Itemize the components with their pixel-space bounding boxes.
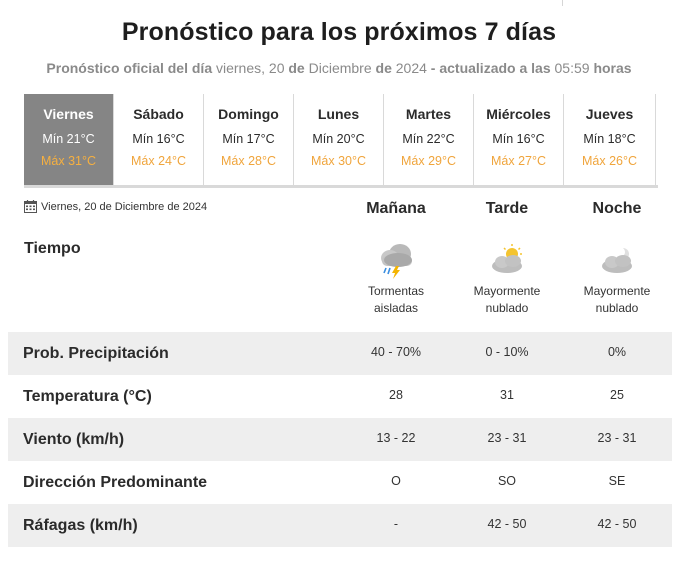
top-divider [562, 0, 563, 6]
day-name: Miércoles [486, 106, 551, 122]
page-title: Pronóstico para los próximos 7 días [121, 18, 557, 46]
row-gusts: Ráfagas (km/h) - 42 - 50 42 - 50 [8, 504, 672, 547]
row-value: SO [497, 474, 517, 488]
day-max-temp: Máx 31°C [40, 154, 97, 168]
row-label: Temperatura (°C) [23, 388, 152, 405]
partly-cloudy-night-icon [562, 240, 672, 280]
calendar-icon [24, 200, 37, 213]
day-tab-sabado[interactable]: Sábado Mín 16°C Máx 24°C [114, 94, 204, 185]
row-wind-direction: Dirección Predominante O SO SE [8, 461, 672, 504]
day-name: Martes [405, 106, 452, 122]
day-min-temp: Mín 16°C [132, 132, 185, 146]
subtitle-time: 05:59 [554, 60, 590, 76]
subtitle-month: Diciembre [308, 60, 372, 76]
row-wind: Viento (km/h) 13 - 22 23 - 31 23 - 31 [8, 418, 672, 461]
row-value: 40 - 70% [370, 345, 422, 359]
day-min-temp: Mín 18°C [583, 132, 636, 146]
row-value: 28 [389, 388, 403, 402]
row-label: Ráfagas (km/h) [23, 517, 138, 534]
day-tab-miercoles[interactable]: Miércoles Mín 16°C Máx 27°C [474, 94, 564, 185]
condition-line: Tormentas [367, 284, 425, 298]
day-min-temp: Mín 21°C [42, 132, 95, 146]
day-tab-martes[interactable]: Martes Mín 22°C Máx 29°C [384, 94, 474, 185]
day-min-temp: Mín 16°C [492, 132, 545, 146]
day-max-temp: Máx 28°C [220, 154, 277, 168]
day-tab-jueves[interactable]: Jueves Mín 18°C Máx 26°C [564, 94, 656, 185]
day-min-temp: Mín 17°C [222, 132, 275, 146]
page-subtitle: Pronóstico oficial del día viernes, 20 d… [0, 60, 678, 76]
condition-manana: Tormentas aisladas [341, 283, 451, 317]
partly-cloudy-day-icon [452, 240, 562, 280]
row-value: 25 [610, 388, 624, 402]
subtitle-horas: horas [593, 60, 632, 76]
row-value: 13 - 22 [376, 431, 416, 445]
period-noche: Noche [592, 200, 642, 217]
subtitle-year: 2024 [395, 60, 427, 76]
row-label: Dirección Predominante [23, 474, 208, 491]
day-max-temp: Máx 24°C [130, 154, 187, 168]
subtitle-weekday: viernes, 20 [216, 60, 285, 76]
detail-date-text: Viernes, 20 de Diciembre de 2024 [41, 200, 208, 213]
condition-line: aisladas [373, 301, 419, 315]
row-value: 23 - 31 [487, 431, 527, 445]
day-name: Lunes [317, 106, 360, 122]
row-temperature: Temperatura (°C) 28 31 25 [8, 375, 672, 418]
row-value: 31 [500, 388, 514, 402]
condition-line: nublado [485, 301, 529, 315]
row-precipitation: Prob. Precipitación 40 - 70% 0 - 10% 0% [8, 332, 672, 375]
day-name: Domingo [218, 106, 279, 122]
day-min-temp: Mín 22°C [402, 132, 455, 146]
tiempo-label: Tiempo [24, 240, 81, 257]
row-value: 42 - 50 [487, 517, 527, 531]
subtitle-de: de [288, 60, 305, 76]
day-max-temp: Máx 29°C [400, 154, 457, 168]
subtitle-de: de [375, 60, 392, 76]
day-max-temp: Máx 30°C [310, 154, 367, 168]
day-tab-domingo[interactable]: Domingo Mín 17°C Máx 28°C [204, 94, 294, 185]
day-max-temp: Máx 26°C [581, 154, 638, 168]
row-value: O [391, 474, 401, 488]
subtitle-updated: - actualizado a las [430, 60, 551, 76]
row-label: Viento (km/h) [23, 431, 125, 448]
day-max-temp: Máx 27°C [490, 154, 547, 168]
period-manana: Mañana [366, 200, 426, 217]
day-name: Viernes [43, 106, 94, 122]
day-tab-viernes[interactable]: Viernes Mín 21°C Máx 31°C [24, 94, 114, 185]
day-name: Sábado [133, 106, 184, 122]
condition-tarde: Mayormente nublado [452, 283, 562, 317]
condition-line: nublado [595, 301, 639, 315]
day-tabs: Viernes Mín 21°C Máx 31°C Sábado Mín 16°… [24, 94, 658, 188]
detail-date: Viernes, 20 de Diciembre de 2024 [24, 200, 207, 213]
day-min-temp: Mín 20°C [312, 132, 365, 146]
row-value: 0% [607, 345, 627, 359]
condition-noche: Mayormente nublado [562, 283, 672, 317]
storm-cloud-icon [341, 240, 451, 280]
condition-line: Mayormente [583, 284, 651, 298]
row-value: 23 - 31 [597, 431, 637, 445]
row-value: 42 - 50 [597, 517, 637, 531]
row-value: SE [608, 474, 626, 488]
row-value: 0 - 10% [485, 345, 529, 359]
day-tab-lunes[interactable]: Lunes Mín 20°C Máx 30°C [294, 94, 384, 185]
subtitle-prefix: Pronóstico oficial del día [46, 60, 213, 76]
condition-line: Mayormente [473, 284, 541, 298]
day-name: Jueves [585, 106, 634, 122]
row-value: - [393, 517, 399, 531]
row-label: Prob. Precipitación [23, 345, 169, 362]
period-tarde: Tarde [485, 200, 529, 217]
